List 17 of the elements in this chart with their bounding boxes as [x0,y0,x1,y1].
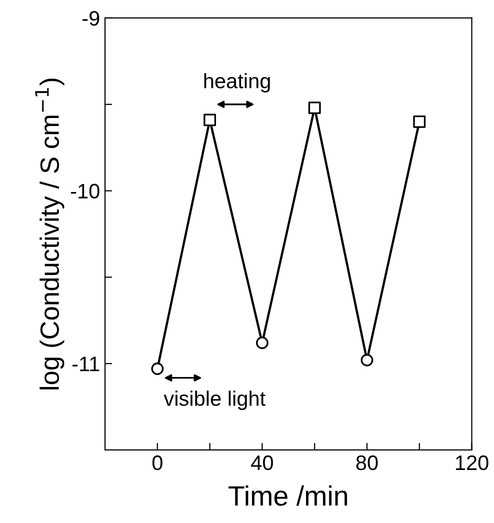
point [360,354,374,366]
x-tick-label: 80 [356,455,378,470]
x-axis-title: Time /min [228,485,348,506]
x-tick-label: 120 [456,455,488,470]
y-tick-label: -11 [72,356,100,372]
point [308,102,321,114]
annotation: visible light [164,390,266,410]
point [256,336,268,350]
point [204,114,216,126]
y-tick-label: -10 [70,184,100,199]
y-tick-label: -9 [82,10,100,26]
point [413,115,426,128]
y-axis-title: log (Conductivity / S cm$^{−1}$) [35,78,64,390]
annotation: heating [204,73,270,92]
x-tick-label: 40 [251,455,273,470]
x-tick-label: 0 [152,455,162,470]
point [151,362,164,375]
